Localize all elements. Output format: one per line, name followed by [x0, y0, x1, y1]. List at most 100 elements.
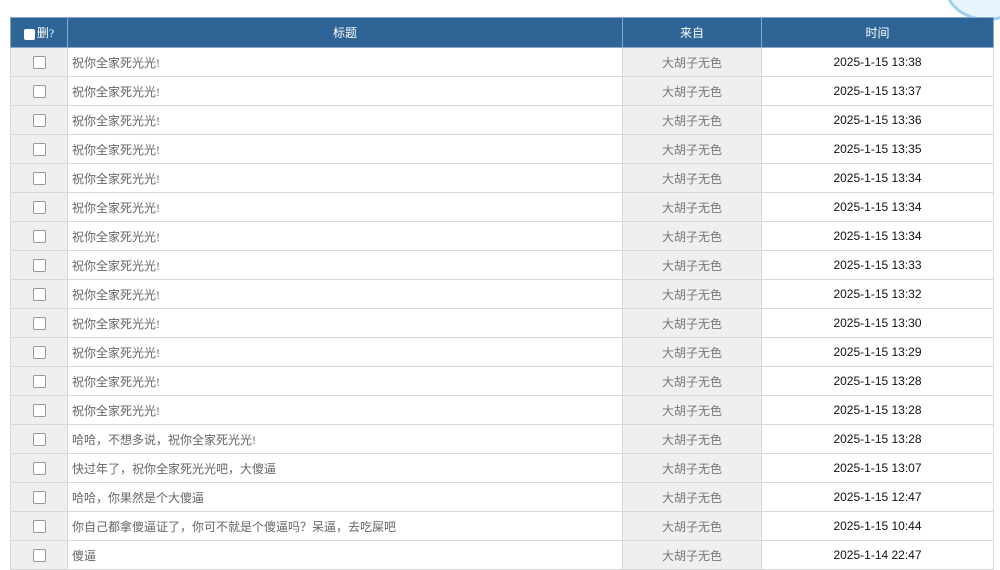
row-checkbox[interactable]	[32, 549, 46, 563]
row-checkbox[interactable]	[32, 230, 46, 244]
table-row: 祝你全家死光光! 大胡子无色 2025-1-15 13:38	[10, 47, 994, 77]
row-checkbox[interactable]	[32, 114, 46, 128]
message-from: 大胡子无色	[622, 105, 762, 135]
row-checkbox[interactable]	[32, 346, 46, 360]
message-from: 大胡子无色	[622, 192, 762, 222]
message-from: 大胡子无色	[622, 279, 762, 309]
message-time: 2025-1-15 13:38	[761, 47, 994, 77]
row-checkbox[interactable]	[32, 201, 46, 215]
row-select-cell	[10, 250, 68, 280]
message-title[interactable]: 快过年了，祝你全家死光光吧，大傻逼	[67, 453, 623, 483]
message-from: 大胡子无色	[622, 511, 762, 541]
from-header: 来自	[622, 17, 762, 48]
message-from: 大胡子无色	[622, 47, 762, 77]
message-time: 2025-1-15 13:37	[761, 76, 994, 106]
table-row: 快过年了，祝你全家死光光吧，大傻逼 大胡子无色 2025-1-15 13:07	[10, 453, 994, 483]
row-select-cell	[10, 424, 68, 454]
message-time: 2025-1-15 13:34	[761, 163, 994, 193]
row-select-cell	[10, 308, 68, 338]
message-from: 大胡子无色	[622, 76, 762, 106]
row-select-cell	[10, 105, 68, 135]
time-header: 时间	[761, 17, 994, 48]
row-select-cell	[10, 482, 68, 512]
row-checkbox[interactable]	[32, 491, 46, 505]
message-title[interactable]: 祝你全家死光光!	[67, 308, 623, 338]
message-title[interactable]: 祝你全家死光光!	[67, 279, 623, 309]
message-title[interactable]: 祝你全家死光光!	[67, 47, 623, 77]
row-checkbox[interactable]	[32, 288, 46, 302]
message-title[interactable]: 祝你全家死光光!	[67, 163, 623, 193]
message-time: 2025-1-15 13:34	[761, 221, 994, 251]
row-select-cell	[10, 221, 68, 251]
message-from: 大胡子无色	[622, 308, 762, 338]
row-checkbox[interactable]	[32, 143, 46, 157]
message-time: 2025-1-15 13:32	[761, 279, 994, 309]
table-row: 祝你全家死光光! 大胡子无色 2025-1-15 13:36	[10, 105, 994, 135]
message-title[interactable]: 你自己都拿傻逼证了，你可不就是个傻逼吗？呆逼，去吃屎吧	[67, 511, 623, 541]
table-row: 哈哈，不想多说，祝你全家死光光! 大胡子无色 2025-1-15 13:28	[10, 424, 994, 454]
row-select-cell	[10, 511, 68, 541]
message-table: 删? 标题 来自 时间 祝你全家死光光! 大胡子无色 2025-1-15 13:…	[10, 17, 994, 570]
message-title[interactable]: 祝你全家死光光!	[67, 250, 623, 280]
title-header: 标题	[67, 17, 623, 48]
row-checkbox[interactable]	[32, 375, 46, 389]
row-select-cell	[10, 47, 68, 77]
message-title[interactable]: 祝你全家死光光!	[67, 337, 623, 367]
message-title[interactable]: 祝你全家死光光!	[67, 221, 623, 251]
message-title[interactable]: 祝你全家死光光!	[67, 366, 623, 396]
table-row: 祝你全家死光光! 大胡子无色 2025-1-15 13:34	[10, 192, 994, 222]
row-checkbox[interactable]	[32, 404, 46, 418]
row-select-cell	[10, 453, 68, 483]
row-select-cell	[10, 192, 68, 222]
message-title[interactable]: 祝你全家死光光!	[67, 105, 623, 135]
message-title[interactable]: 祝你全家死光光!	[67, 134, 623, 164]
table-row: 祝你全家死光光! 大胡子无色 2025-1-15 13:29	[10, 337, 994, 367]
message-title[interactable]: 祝你全家死光光!	[67, 395, 623, 425]
message-from: 大胡子无色	[622, 221, 762, 251]
row-checkbox[interactable]	[32, 317, 46, 331]
message-time: 2025-1-15 13:28	[761, 395, 994, 425]
table-row: 你自己都拿傻逼证了，你可不就是个傻逼吗？呆逼，去吃屎吧 大胡子无色 2025-1…	[10, 511, 994, 541]
select-all-header[interactable]: 删?	[10, 17, 68, 48]
table-header: 删? 标题 来自 时间	[10, 17, 994, 48]
table-row: 祝你全家死光光! 大胡子无色 2025-1-15 13:28	[10, 366, 994, 396]
message-from: 大胡子无色	[622, 163, 762, 193]
row-checkbox[interactable]	[32, 433, 46, 447]
table-row: 祝你全家死光光! 大胡子无色 2025-1-15 13:37	[10, 76, 994, 106]
message-from: 大胡子无色	[622, 366, 762, 396]
table-row: 祝你全家死光光! 大胡子无色 2025-1-15 13:33	[10, 250, 994, 280]
table-row: 哈哈，你果然是个大傻逼 大胡子无色 2025-1-15 12:47	[10, 482, 994, 512]
row-checkbox[interactable]	[32, 259, 46, 273]
row-checkbox[interactable]	[32, 462, 46, 476]
row-checkbox[interactable]	[32, 520, 46, 534]
message-title[interactable]: 哈哈，不想多说，祝你全家死光光!	[67, 424, 623, 454]
table-row: 祝你全家死光光! 大胡子无色 2025-1-15 13:34	[10, 163, 994, 193]
message-from: 大胡子无色	[622, 453, 762, 483]
row-select-cell	[10, 366, 68, 396]
message-title[interactable]: 祝你全家死光光!	[67, 76, 623, 106]
message-from: 大胡子无色	[622, 395, 762, 425]
row-checkbox[interactable]	[32, 85, 46, 99]
message-time: 2025-1-15 13:28	[761, 424, 994, 454]
message-time: 2025-1-15 13:30	[761, 308, 994, 338]
message-title[interactable]: 祝你全家死光光!	[67, 192, 623, 222]
table-row: 祝你全家死光光! 大胡子无色 2025-1-15 13:30	[10, 308, 994, 338]
table-row: 祝你全家死光光! 大胡子无色 2025-1-15 13:34	[10, 221, 994, 251]
table-row: 祝你全家死光光! 大胡子无色 2025-1-15 13:28	[10, 395, 994, 425]
message-title[interactable]: 哈哈，你果然是个大傻逼	[67, 482, 623, 512]
row-checkbox[interactable]	[32, 56, 46, 70]
message-from: 大胡子无色	[622, 134, 762, 164]
message-from: 大胡子无色	[622, 482, 762, 512]
row-select-cell	[10, 395, 68, 425]
row-select-cell	[10, 279, 68, 309]
row-select-cell	[10, 163, 68, 193]
message-time: 2025-1-15 12:47	[761, 482, 994, 512]
message-time: 2025-1-15 13:29	[761, 337, 994, 367]
message-time: 2025-1-15 13:33	[761, 250, 994, 280]
message-time: 2025-1-15 10:44	[761, 511, 994, 541]
row-select-cell	[10, 134, 68, 164]
select-all-checkbox[interactable]	[23, 28, 35, 40]
table-row: 祝你全家死光光! 大胡子无色 2025-1-15 13:35	[10, 134, 994, 164]
row-checkbox[interactable]	[32, 172, 46, 186]
delete-label: 删?	[36, 26, 55, 40]
